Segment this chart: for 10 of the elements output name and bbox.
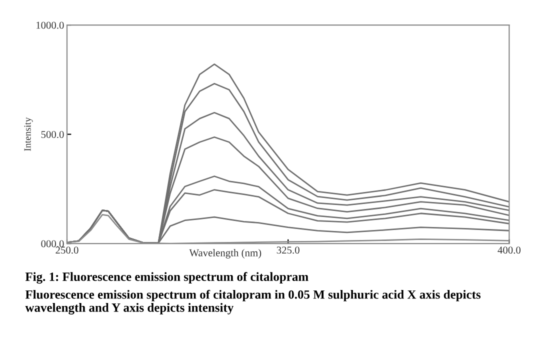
y-axis-title: Intensity — [24, 117, 33, 151]
x-tick-label: 325.0 — [276, 246, 300, 254]
x-tick-label: 400.0 — [498, 246, 521, 254]
x-tick-label: 250.0 — [56, 246, 78, 254]
y-tick-label: 500.0 — [41, 130, 64, 138]
x-axis-title: Wavelength (nm) — [189, 248, 262, 258]
text: Fluorescence emission spectrum of citalopram in 0.05 M sulphuric acid X axis depicts wavelength and Y axis depicts intensity — [25, 290, 481, 314]
y-tick-label: 000.0 — [41, 240, 64, 248]
y-tick-label: 1000.0 — [36, 22, 64, 29]
text: Fig. 1: Fluorescence emission spectrum of citalopram — [25, 272, 308, 284]
